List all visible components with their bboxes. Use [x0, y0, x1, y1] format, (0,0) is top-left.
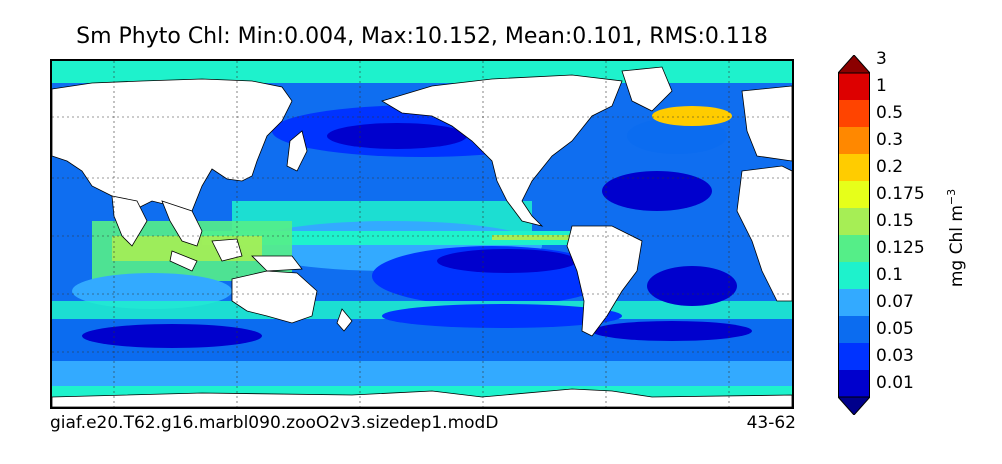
band-n-atlantic-bloom [652, 106, 732, 126]
band-southern-core-3 [592, 321, 752, 341]
colorbar-tick-label: 0.175 [876, 183, 925, 204]
colorbar-tick-label: 0.03 [876, 345, 914, 366]
colorbar-bin [838, 343, 870, 370]
colorbar-tick-label: 0.1 [876, 264, 904, 285]
colorbar-bin [838, 127, 870, 154]
colorbar-tick-label: 1 [876, 75, 887, 96]
colorbar-extend-max [838, 55, 870, 74]
colorbar-extend-min [838, 396, 870, 415]
colorbar-tick-label: 0.125 [876, 237, 925, 258]
graticule [52, 61, 792, 407]
colorbar-bin [838, 289, 870, 316]
colorbar [838, 55, 870, 415]
global-chlorophyll-map [50, 59, 794, 409]
chart-title: Sm Phyto Chl: Min:0.004, Max:10.152, Mea… [76, 24, 768, 49]
colorbar-bin [838, 154, 870, 181]
colorbar-bin [838, 316, 870, 343]
colorbar-tick-label: 0.01 [876, 372, 914, 393]
colorbar-bin [838, 73, 870, 100]
map-svg [52, 61, 792, 407]
land-indochina [161, 200, 203, 247]
land-greenland [621, 66, 673, 112]
band-n-atlantic-subpolar [627, 118, 727, 154]
colorbar-tick-label: 3 [876, 48, 887, 69]
band-s-indian-gyre [72, 273, 232, 309]
band-equatorial [202, 231, 602, 245]
units-exponent: −3 [945, 188, 959, 206]
band-southern-core-1 [82, 324, 262, 348]
colorbar-tick-label: 0.3 [876, 129, 904, 150]
land-australia [231, 270, 318, 324]
run-name-label: giaf.e20.T62.g16.marbl090.zooO2v3.sizede… [50, 413, 499, 433]
colorbar-tick-label: 0.05 [876, 318, 914, 339]
band-equatorial-upwelling [492, 235, 582, 240]
band-n-atlantic-gyre [602, 171, 712, 211]
band-n-pacific-core [327, 123, 467, 149]
land-africa [736, 165, 792, 302]
colorbar-bin [838, 181, 870, 208]
land-europe [741, 85, 792, 162]
colorbar-bin [838, 100, 870, 127]
band-arctic [52, 61, 792, 83]
land-japan [286, 130, 308, 172]
colorbar-bin [838, 235, 870, 262]
colorbar-bin [838, 208, 870, 235]
colorbar-tick-label: 0.15 [876, 210, 914, 231]
band-s-atlantic-gyre [647, 266, 737, 306]
colorbar-bin [838, 370, 870, 397]
colorbar-tick-label: 0.2 [876, 156, 904, 177]
colorbar-units-label: mg Chl m−3 [945, 189, 967, 287]
band-s-pacific-gyre-core [437, 249, 577, 273]
land-new-guinea [251, 255, 303, 272]
units-text: mg Chl m [946, 205, 967, 288]
land-south-america [566, 225, 643, 337]
colorbar-tick-label: 0.5 [876, 102, 904, 123]
colorbar-tick-label: 0.07 [876, 291, 914, 312]
colorbar-frame [838, 72, 870, 398]
land-sumatra [169, 250, 198, 272]
years-label: 43-62 [746, 413, 796, 433]
land-new-zealand [336, 308, 353, 332]
land-north-america [381, 74, 623, 227]
band-southern-core-2 [382, 304, 622, 328]
land-borneo [211, 238, 243, 262]
colorbar-bin [838, 262, 870, 289]
